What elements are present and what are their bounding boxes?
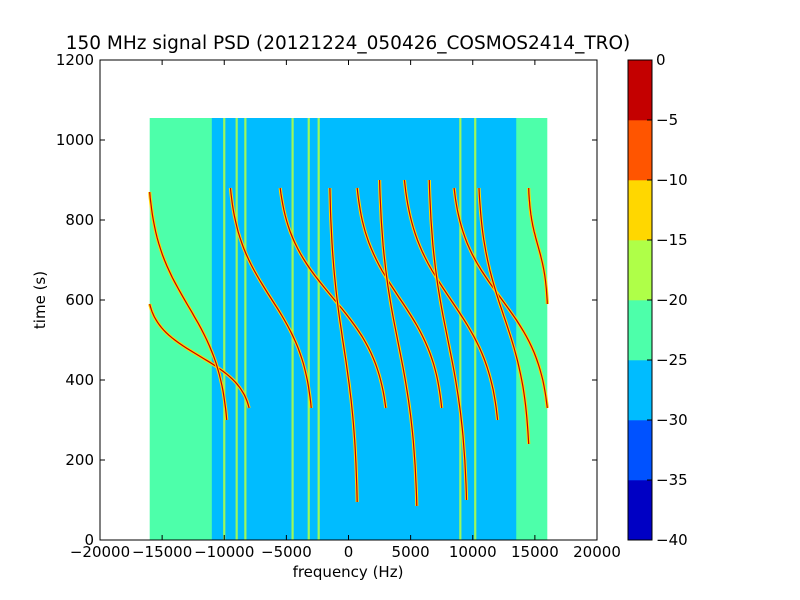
colorbar-tick-label: −40 xyxy=(656,531,688,549)
doppler-trace-core xyxy=(528,187,548,305)
x-tick-label: 15000 xyxy=(511,543,559,561)
x-tick-label: −15000 xyxy=(132,543,192,561)
y-tick-label: 0 xyxy=(84,531,94,549)
colorbar-tick-label: −35 xyxy=(656,471,688,489)
colorbar-tick-label: −20 xyxy=(656,291,688,309)
y-tick-label: 200 xyxy=(65,451,94,469)
colorbar-tick-label: −25 xyxy=(656,351,688,369)
x-tick-label: 5000 xyxy=(392,543,430,561)
doppler-trace-core xyxy=(149,303,250,409)
x-tick-label: −5000 xyxy=(261,543,312,561)
x-tick-label: −20000 xyxy=(70,543,130,561)
doppler-trace-core xyxy=(279,187,387,409)
x-tick-label: −10000 xyxy=(194,543,254,561)
colorbar-band xyxy=(628,420,652,481)
x-tick-label: 0 xyxy=(344,543,354,561)
colorbar-tick-label: −5 xyxy=(656,111,678,129)
x-tick-label: 20000 xyxy=(573,543,621,561)
colorbar-tick-label: −30 xyxy=(656,411,688,429)
y-tick-label: 1000 xyxy=(56,131,94,149)
colorbar: −40 −35 −30 −25 −20 −15 −10 −5 0 xyxy=(627,51,688,549)
plot-area: −20000 −15000 −10000 −5000 0 5000 10000 15000 20… xyxy=(56,51,621,561)
colorbar-band xyxy=(628,240,652,301)
doppler-trace-core xyxy=(329,187,358,503)
colorbar-band xyxy=(628,300,652,361)
doppler-trace-core xyxy=(149,191,228,421)
colorbar-band xyxy=(628,120,652,181)
heatmap xyxy=(148,118,549,540)
x-axis-ticks: −20000 −15000 −10000 −5000 0 5000 10000 15000 20… xyxy=(70,60,621,561)
colorbar-tick-label: −15 xyxy=(656,231,688,249)
doppler-trace-core xyxy=(478,187,530,445)
y-axis-ticks: 0 200 400 600 800 1000 1200 xyxy=(56,51,597,549)
x-axis-label: frequency (Hz) xyxy=(293,563,404,581)
x-tick-label: 10000 xyxy=(449,543,497,561)
colorbar-band xyxy=(628,480,652,541)
doppler-trace-core xyxy=(356,187,443,409)
doppler-trace-core xyxy=(403,179,499,421)
doppler-trace-core xyxy=(379,179,418,507)
y-tick-label: 600 xyxy=(65,291,94,309)
chart-title: 150 MHz signal PSD (20121224_050426_COSM… xyxy=(66,33,631,54)
doppler-trace-core xyxy=(229,187,312,409)
colorbar-band xyxy=(628,60,652,121)
y-axis-label: time (s) xyxy=(31,271,49,329)
y-tick-label: 400 xyxy=(65,371,94,389)
colorbar-band xyxy=(628,360,652,421)
doppler-trace-core xyxy=(453,187,548,409)
y-tick-label: 800 xyxy=(65,211,94,229)
colorbar-band xyxy=(628,180,652,241)
colorbar-tick-label: −10 xyxy=(656,171,688,189)
y-tick-label: 1200 xyxy=(56,51,94,69)
doppler-trace-core xyxy=(428,179,468,501)
colorbar-tick-label: 0 xyxy=(656,51,666,69)
